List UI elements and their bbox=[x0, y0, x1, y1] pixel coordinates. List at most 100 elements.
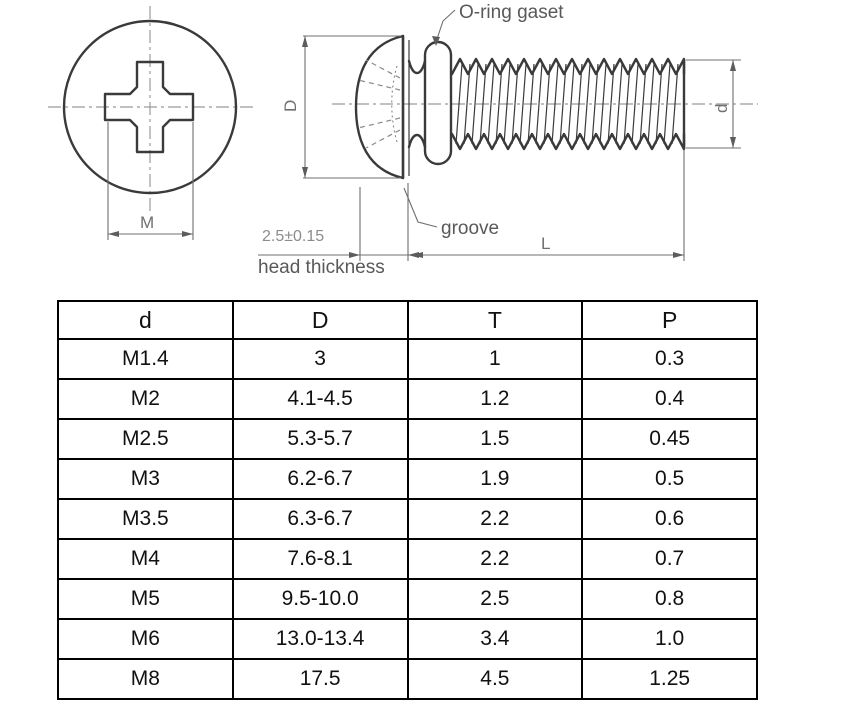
table-cell: 17.5 bbox=[231, 658, 409, 700]
table-row: M2 4.1-4.5 1.2 0.4 bbox=[57, 378, 758, 420]
table-cell: 6.3-6.7 bbox=[231, 498, 409, 540]
table-row: M3 6.2-6.7 1.9 0.5 bbox=[57, 458, 758, 500]
thread-crest-line bbox=[583, 63, 591, 145]
m-dimension-label: M bbox=[140, 213, 154, 232]
thread-crest-line bbox=[575, 63, 583, 145]
front-view: M bbox=[48, 6, 257, 240]
thread-crest-line bbox=[503, 63, 511, 145]
table-cell: 6.2-6.7 bbox=[231, 458, 409, 500]
side-view: D d 2.5±0.15 head thickness L bbox=[258, 2, 758, 278]
table-cell: 0.6 bbox=[581, 498, 758, 540]
table-row: M2.5 5.3-5.7 1.5 0.45 bbox=[57, 418, 758, 460]
thread-crest-line bbox=[551, 63, 559, 145]
groove-leader-line bbox=[403, 187, 438, 228]
column-header-T: T bbox=[406, 300, 584, 340]
thread-crest-line bbox=[663, 63, 671, 145]
table-cell: 3 bbox=[231, 338, 409, 380]
table-cell: 2.5 bbox=[406, 578, 584, 620]
table-cell: M3 bbox=[57, 458, 234, 500]
table-cell: 0.3 bbox=[581, 338, 758, 380]
table-cell: 1.9 bbox=[406, 458, 584, 500]
column-header-d: d bbox=[57, 300, 234, 340]
table-cell: M2.5 bbox=[57, 418, 234, 460]
column-header-D: D bbox=[231, 300, 409, 340]
table-cell: 1 bbox=[406, 338, 584, 380]
table-cell: M4 bbox=[57, 538, 234, 580]
table-cell: 1.2 bbox=[406, 378, 584, 420]
recess-hidden-line bbox=[365, 129, 401, 149]
technical-drawing: M bbox=[0, 0, 865, 292]
table-cell: M8 bbox=[57, 658, 234, 700]
length-dimension-label: L bbox=[541, 234, 550, 253]
table-cell: 1.25 bbox=[581, 658, 758, 700]
thread-crest-line bbox=[599, 63, 607, 145]
table-row: M3.5 6.3-6.7 2.2 0.6 bbox=[57, 498, 758, 540]
table-cell: 5.3-5.7 bbox=[231, 418, 409, 460]
o-ring-leader-arrow bbox=[432, 36, 440, 46]
table-row: M8 17.5 4.5 1.25 bbox=[57, 658, 758, 700]
o-ring-leader-line bbox=[435, 9, 456, 43]
table-row: M4 7.6-8.1 2.2 0.7 bbox=[57, 538, 758, 580]
thread-crest-line bbox=[463, 63, 471, 145]
thread-crest-line bbox=[639, 63, 647, 145]
thread-crest-line bbox=[567, 63, 575, 145]
d-arrow-bottom bbox=[730, 137, 736, 148]
head-dome bbox=[354, 34, 405, 180]
table-cell: 4.5 bbox=[406, 658, 584, 700]
table-cell: 0.4 bbox=[581, 378, 758, 420]
D-arrow-top bbox=[302, 36, 308, 47]
thread-crest-line bbox=[631, 63, 639, 145]
thread-crest-line bbox=[655, 63, 663, 145]
table-cell: 7.6-8.1 bbox=[231, 538, 409, 580]
o-ring-label: O-ring gaset bbox=[459, 2, 564, 23]
table-cell: 2.2 bbox=[406, 538, 584, 580]
thread-crest-line bbox=[487, 63, 495, 145]
phillips-cross bbox=[103, 60, 195, 154]
table-row: M1.4 3 1 0.3 bbox=[57, 338, 758, 380]
head-thickness-value: 2.5±0.15 bbox=[262, 228, 324, 245]
head-thickness-arrow-left bbox=[349, 252, 360, 258]
thread-crest-line bbox=[479, 63, 487, 145]
recess-hidden-line bbox=[357, 79, 401, 91]
table-cell: 0.8 bbox=[581, 578, 758, 620]
table-cell: 4.1-4.5 bbox=[231, 378, 409, 420]
thread-crest-line bbox=[543, 63, 551, 145]
o-ring-gasket bbox=[423, 40, 453, 166]
recess-hidden-line bbox=[365, 59, 401, 79]
length-arrow-left bbox=[412, 252, 423, 258]
thread-crest-line bbox=[671, 63, 679, 145]
thread-crest-line bbox=[623, 63, 631, 145]
header-row: d D T P bbox=[57, 300, 758, 340]
table-cell: M5 bbox=[57, 578, 234, 620]
table-cell: 0.7 bbox=[581, 538, 758, 580]
thread-crest-line bbox=[647, 63, 655, 145]
m-arrow-right bbox=[182, 231, 193, 237]
thread-crest-line bbox=[559, 63, 567, 145]
thread-crest-line bbox=[591, 63, 599, 145]
table-cell: M1.4 bbox=[57, 338, 234, 380]
table-cell: 0.45 bbox=[581, 418, 758, 460]
D-dimension-label: D bbox=[281, 100, 300, 112]
table-cell: 13.0-13.4 bbox=[231, 618, 409, 660]
thread-crest-line bbox=[511, 63, 519, 145]
neck-top bbox=[407, 59, 427, 75]
D-arrow-bottom bbox=[302, 167, 308, 178]
table-cell: 3.4 bbox=[406, 618, 584, 660]
head-thickness-label: head thickness bbox=[258, 257, 385, 278]
table-cell: 9.5-10.0 bbox=[231, 578, 409, 620]
neck-bottom bbox=[407, 133, 427, 149]
thread-crest-line bbox=[607, 63, 615, 145]
table-cell: M6 bbox=[57, 618, 234, 660]
d-dimension-label: d bbox=[712, 104, 731, 113]
length-arrow-right bbox=[673, 252, 684, 258]
table-row: M5 9.5-10.0 2.5 0.8 bbox=[57, 578, 758, 620]
spec-table: d D T P M1.4 3 1 0.3 M2 4.1-4.5 1.2 0.4 bbox=[57, 300, 758, 700]
head-outline-circle bbox=[62, 19, 238, 195]
groove-label: groove bbox=[441, 218, 499, 239]
thread-crest-line bbox=[471, 63, 479, 145]
table-cell: 0.5 bbox=[581, 458, 758, 500]
column-header-P: P bbox=[581, 300, 758, 340]
table-cell: M3.5 bbox=[57, 498, 234, 540]
thread-crest-line bbox=[519, 63, 527, 145]
